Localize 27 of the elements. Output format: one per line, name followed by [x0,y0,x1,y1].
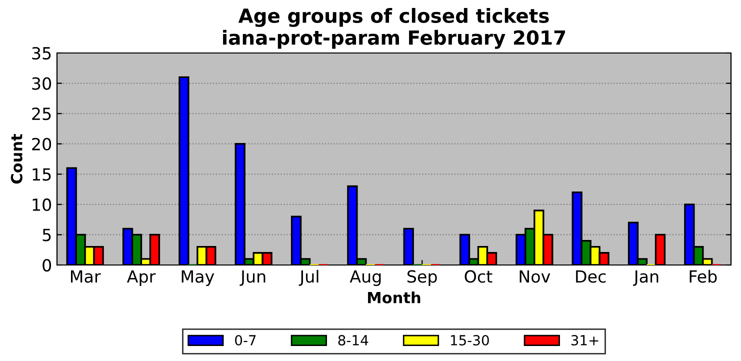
y-tick-label: 5 [42,228,51,242]
x-tick-label: Oct [464,270,492,283]
legend-label: 0-7 [235,334,256,346]
x-tick-label: May [182,270,214,286]
x-tick-label: Feb [690,270,717,283]
y-tick-label: 15 [32,168,51,181]
legend-label: 15-30 [450,334,489,346]
y-tick-label: 10 [32,198,52,211]
x-tick-label: Sep [407,270,437,286]
x-tick-label: Dec [576,270,606,283]
legend-label: 31+ [571,334,598,346]
y-tick-label: 0 [42,258,52,272]
y-tick-label: 35 [32,46,51,60]
y-tick-label: 30 [32,77,52,90]
x-tick-label: Jun [240,270,266,286]
y-tick-label: 20 [32,138,52,150]
x-tick-label: Jan [633,270,658,286]
x-tick-label: Mar [70,270,101,283]
chart-title: Age groups of closed tickets iana-prot-param February 2017 [223,8,566,49]
x-tick-label: Apr [126,270,156,286]
y-axis-title: Count [10,134,22,184]
x-tick-label: Aug [350,270,381,286]
x-tick-label: Nov [520,270,550,283]
x-axis-title: Month [368,292,420,304]
y-tick-label: 25 [32,108,51,120]
legend-label: 8-14 [338,334,368,346]
x-tick-label: Jul [298,270,318,286]
